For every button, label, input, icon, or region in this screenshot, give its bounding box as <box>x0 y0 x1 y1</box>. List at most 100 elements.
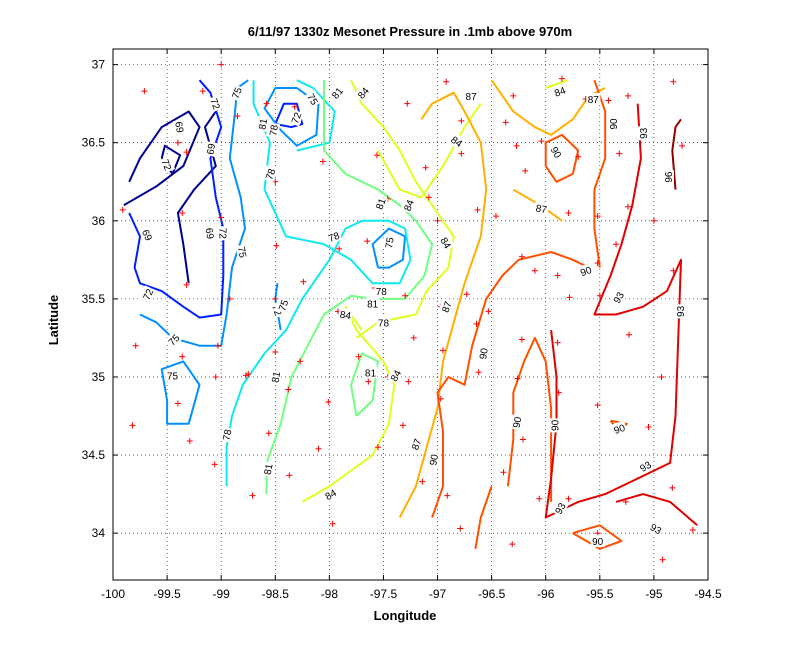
contour-label-bg <box>325 228 343 245</box>
station-marker <box>565 209 572 216</box>
contour-label-bg <box>386 366 405 385</box>
station-marker <box>183 281 190 288</box>
contour-label: 81 <box>365 368 377 379</box>
station-marker <box>183 149 190 156</box>
station-marker <box>613 241 620 248</box>
contour-label-bg <box>139 285 157 304</box>
contour-label: 81 <box>263 463 276 476</box>
station-marker <box>594 259 601 266</box>
station-marker <box>509 541 516 548</box>
contour-label-bg <box>586 92 601 105</box>
station-marker <box>186 438 193 445</box>
contour-label: 90 <box>550 419 561 431</box>
station-marker <box>355 353 362 360</box>
station-marker <box>218 61 225 68</box>
contour-label: 90 <box>548 145 563 161</box>
contour-label: 78 <box>378 318 390 329</box>
station-marker <box>474 206 481 213</box>
station-marker <box>285 386 292 393</box>
station-marker <box>670 267 677 274</box>
station-marker <box>273 242 280 249</box>
station-marker <box>510 92 517 99</box>
station-marker <box>594 213 601 220</box>
y-tick-label: 34 <box>92 526 106 540</box>
station-marker <box>689 527 696 534</box>
contour-label-bg <box>228 84 245 102</box>
station-marker <box>443 78 450 85</box>
contour-label-bg <box>207 95 224 113</box>
contour-label: 69 <box>205 142 218 155</box>
station-marker <box>457 525 464 532</box>
contour-line-90 <box>593 79 607 268</box>
contour-label-bg <box>673 304 686 319</box>
station-marker <box>645 423 652 430</box>
contour-label-bg <box>164 330 183 349</box>
station-marker <box>132 342 139 349</box>
station-marker <box>554 272 561 279</box>
contour-label-bg <box>159 155 176 174</box>
station-marker <box>405 378 412 385</box>
contour-line-90 <box>544 133 580 183</box>
contour-label: 93 <box>676 305 687 317</box>
station-marker <box>211 461 218 468</box>
station-marker <box>531 267 538 274</box>
contour-line-96 <box>671 118 682 190</box>
contour-label-bg <box>172 119 188 136</box>
station-marker <box>650 217 657 224</box>
contour-label: 84 <box>437 236 452 252</box>
station-marker <box>475 369 482 376</box>
station-marker <box>522 167 529 174</box>
station-marker <box>492 213 499 220</box>
y-axis-label: Latitude <box>46 295 61 346</box>
station-marker <box>669 484 676 491</box>
contour-line-93 <box>544 103 682 519</box>
contour-label: 72 <box>207 97 221 112</box>
contour-line-75 <box>160 360 201 425</box>
station-marker <box>518 336 525 343</box>
contour-label-bg <box>590 534 605 547</box>
contour-line-75 <box>371 227 407 269</box>
station-marker <box>404 100 411 107</box>
station-marker <box>199 88 206 95</box>
contour-label-bg <box>219 426 234 443</box>
contour-label-bg <box>265 122 281 139</box>
station-marker <box>626 331 633 338</box>
contour-line-90 <box>474 485 493 549</box>
station-marker <box>141 88 148 95</box>
contour-label-bg <box>381 234 396 251</box>
contour-label: 78 <box>327 231 342 245</box>
station-marker <box>265 430 272 437</box>
contour-line-84 <box>350 79 455 339</box>
contour-label-bg <box>551 499 569 518</box>
station-marker <box>179 209 186 216</box>
contour-label: 90 <box>592 537 604 548</box>
station-marker <box>300 278 307 285</box>
station-marker <box>336 245 343 252</box>
contour-label-bg <box>400 196 417 214</box>
contour-label: 72 <box>159 158 173 173</box>
station-marker <box>679 142 686 149</box>
contour-label: 87 <box>535 203 548 216</box>
contour-label: 87 <box>441 300 455 315</box>
station-marker <box>558 75 565 82</box>
station-marker <box>214 342 221 349</box>
station-marker <box>179 353 186 360</box>
contour-line-78 <box>296 79 336 152</box>
y-tick-label: 34.5 <box>82 448 106 462</box>
contour-label-bg <box>609 288 627 307</box>
station-marker <box>536 495 543 502</box>
contour-line-87 <box>398 91 488 518</box>
station-marker <box>605 97 612 104</box>
contour-label-bg <box>637 126 650 141</box>
contour-label-bg <box>407 435 424 453</box>
x-tick-label: -94.5 <box>694 587 722 601</box>
contour-line-90 <box>431 251 590 518</box>
contour-label: 90 <box>613 423 628 437</box>
station-marker <box>272 295 279 302</box>
contour-line-78 <box>225 80 412 487</box>
contour-label: 87 <box>588 95 600 106</box>
station-marker <box>129 422 136 429</box>
y-tick-label: 35 <box>92 370 106 384</box>
station-marker <box>226 295 233 302</box>
